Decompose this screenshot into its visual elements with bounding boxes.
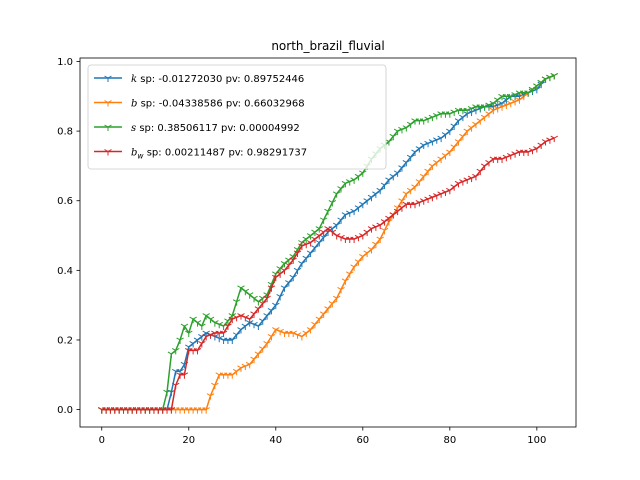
x-tick-label: 20 <box>182 435 195 446</box>
x-tick-label: 80 <box>443 435 456 446</box>
chart-title: north_brazil_fluvial <box>271 39 384 53</box>
y-tick-label: 1.0 <box>57 57 73 68</box>
legend-label-1: b sp: -0.04338586 pv: 0.66032968 <box>131 99 305 110</box>
y-tick-label: 0.2 <box>57 335 73 346</box>
x-tick-label: 40 <box>269 435 282 446</box>
y-tick-label: 0.8 <box>57 127 73 138</box>
y-tick-label: 0.4 <box>57 266 73 277</box>
x-tick-label: 100 <box>527 435 546 446</box>
y-tick-label: 0.0 <box>57 405 73 416</box>
x-tick-label: 60 <box>356 435 369 446</box>
legend: k sp: -0.01272030 pv: 0.89752446 b sp: -0… <box>88 65 386 169</box>
x-tick-label: 0 <box>99 435 105 446</box>
legend-label-0: k sp: -0.01272030 pv: 0.89752446 <box>131 74 304 85</box>
y-tick-label: 0.6 <box>57 196 73 207</box>
legend-label-2: s sp: 0.38506117 pv: 0.00004992 <box>131 123 300 134</box>
